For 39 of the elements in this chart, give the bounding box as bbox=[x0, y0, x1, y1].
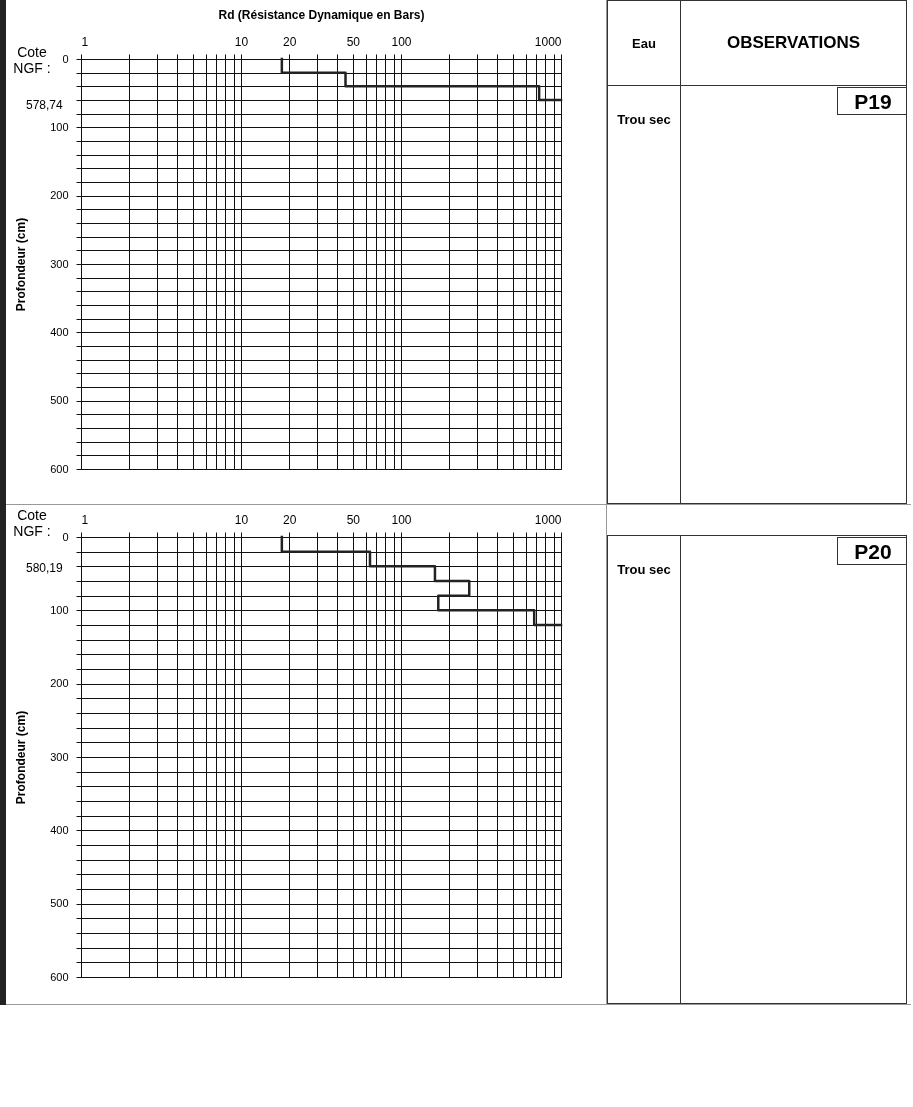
x-tick-label: 50 bbox=[346, 512, 361, 527]
y-tick-label: 0 bbox=[62, 52, 69, 65]
y-tick-label: 200 bbox=[50, 189, 69, 202]
x-tick-label: 20 bbox=[282, 34, 297, 49]
x-tick-label: 10 bbox=[234, 34, 249, 49]
text: 578,74 bbox=[26, 98, 63, 112]
x-tick-label: 100 bbox=[391, 34, 412, 49]
text: Trou sec bbox=[607, 535, 681, 1004]
x-axis-title: Rd (Résistance Dynamique en Bars) bbox=[218, 7, 425, 22]
text: OBSERVATIONS bbox=[680, 0, 907, 86]
y-tick-label: 400 bbox=[50, 823, 69, 836]
y-tick-label: 400 bbox=[50, 325, 69, 338]
y-tick-label: 600 bbox=[50, 970, 69, 983]
x-tick-label: 1000 bbox=[534, 34, 562, 49]
x-tick-label: 10 bbox=[234, 512, 249, 527]
y-tick-label: 300 bbox=[50, 750, 69, 763]
text: 580,19 bbox=[26, 561, 63, 575]
y-tick-label: 500 bbox=[50, 394, 69, 407]
text: P20 bbox=[837, 537, 906, 565]
x-tick-label: 1 bbox=[81, 34, 89, 49]
text: Trou sec bbox=[607, 85, 681, 504]
y-tick-label: 200 bbox=[50, 677, 69, 690]
y-tick-label: 500 bbox=[50, 897, 69, 910]
x-tick-label: 1 bbox=[81, 512, 89, 527]
x-tick-label: 20 bbox=[282, 512, 297, 527]
text: P19 bbox=[837, 87, 906, 115]
y-tick-label: 300 bbox=[50, 257, 69, 270]
text: Cote NGF : bbox=[12, 507, 52, 539]
x-tick-label: 1000 bbox=[534, 512, 562, 527]
y-tick-label: 100 bbox=[50, 603, 69, 616]
y-tick-label: 100 bbox=[50, 120, 69, 133]
y-tick-label: 0 bbox=[62, 530, 69, 543]
y-axis-title: Profondeur (cm) bbox=[14, 217, 29, 312]
y-axis-title: Profondeur (cm) bbox=[14, 710, 29, 805]
x-tick-label: 50 bbox=[346, 34, 361, 49]
x-tick-label: 100 bbox=[391, 512, 412, 527]
text: Eau bbox=[607, 0, 681, 86]
y-tick-label: 600 bbox=[50, 462, 69, 475]
text: Cote NGF : bbox=[12, 44, 52, 76]
